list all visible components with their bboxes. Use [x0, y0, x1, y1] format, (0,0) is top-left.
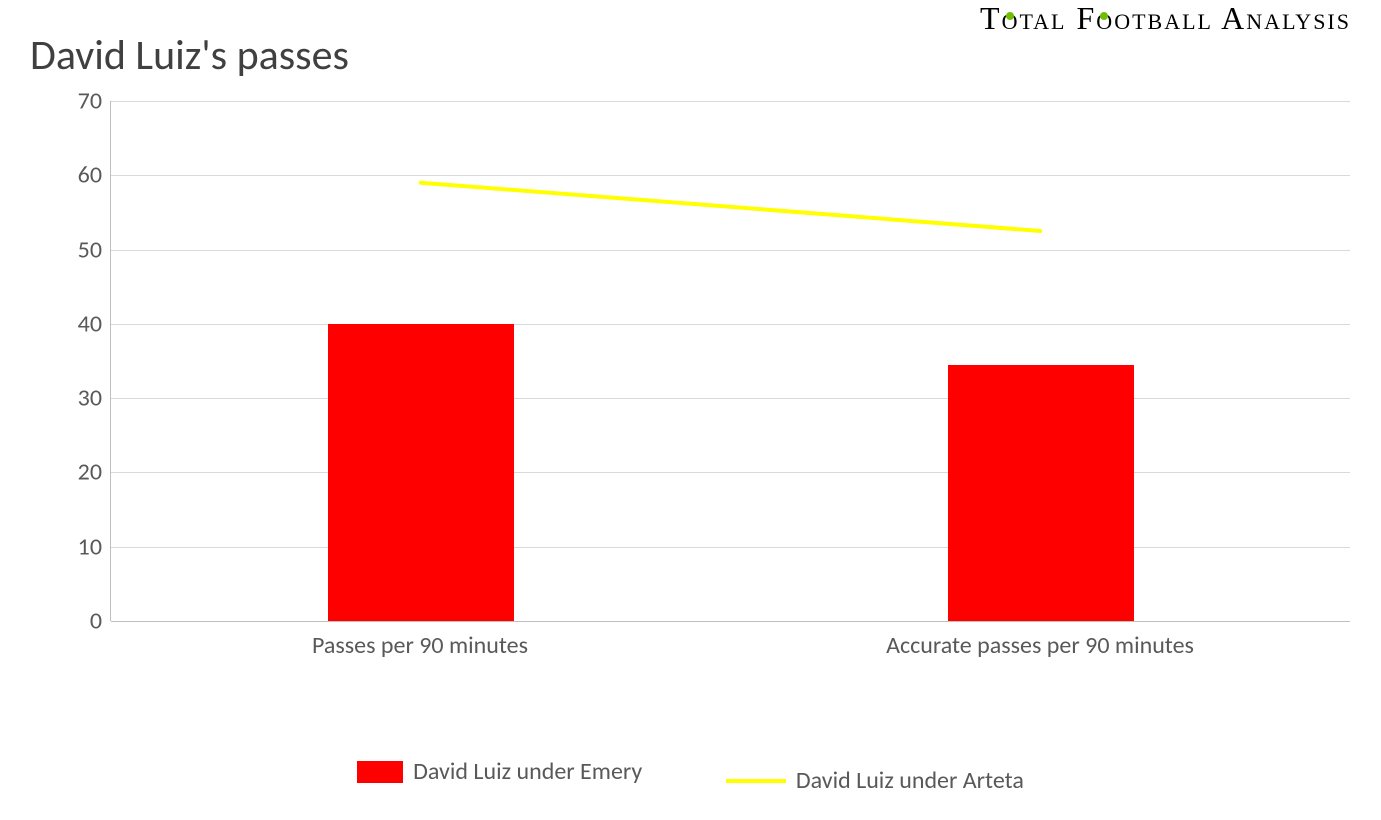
- y-tick-label: 70: [30, 87, 102, 116]
- gridline: [111, 547, 1350, 548]
- plot-area: [110, 101, 1350, 621]
- legend: David Luiz under Emery David Luiz under …: [0, 757, 1381, 795]
- chart-title: David Luiz's passes: [30, 30, 1351, 81]
- gridline: [111, 324, 1350, 325]
- x-tick-label: Passes per 90 minutes: [312, 631, 528, 660]
- legend-label-arteta: David Luiz under Arteta: [796, 766, 1024, 795]
- legend-swatch-bar: [357, 761, 403, 783]
- legend-item-emery: David Luiz under Emery: [357, 757, 642, 786]
- y-tick-label: 30: [30, 384, 102, 413]
- y-tick-label: 20: [30, 458, 102, 487]
- gridline: [111, 175, 1350, 176]
- y-tick-label: 0: [30, 607, 102, 636]
- line-series: [111, 101, 1350, 621]
- legend-label-emery: David Luiz under Emery: [413, 757, 642, 786]
- chart-plot: 010203040506070 Passes per 90 minutesAcc…: [30, 101, 1350, 671]
- x-axis-labels: Passes per 90 minutes Accurate passes per…: [110, 631, 1350, 671]
- gridline: [111, 472, 1350, 473]
- gridline: [111, 101, 1350, 102]
- y-tick-label: 10: [30, 532, 102, 561]
- x-tick-label: Accurate passes per 90 minutes: [886, 631, 1194, 660]
- brand-logo: Total Football Analysis: [980, 0, 1351, 37]
- legend-item-arteta: David Luiz under Arteta: [726, 766, 1024, 795]
- gridline: [111, 250, 1350, 251]
- bar: [948, 365, 1134, 621]
- bar: [328, 324, 514, 621]
- gridline: [111, 398, 1350, 399]
- y-tick-label: 40: [30, 309, 102, 338]
- gridline: [111, 621, 1350, 622]
- y-tick-label: 50: [30, 235, 102, 264]
- y-tick-label: 60: [30, 161, 102, 190]
- legend-swatch-line: [726, 779, 786, 783]
